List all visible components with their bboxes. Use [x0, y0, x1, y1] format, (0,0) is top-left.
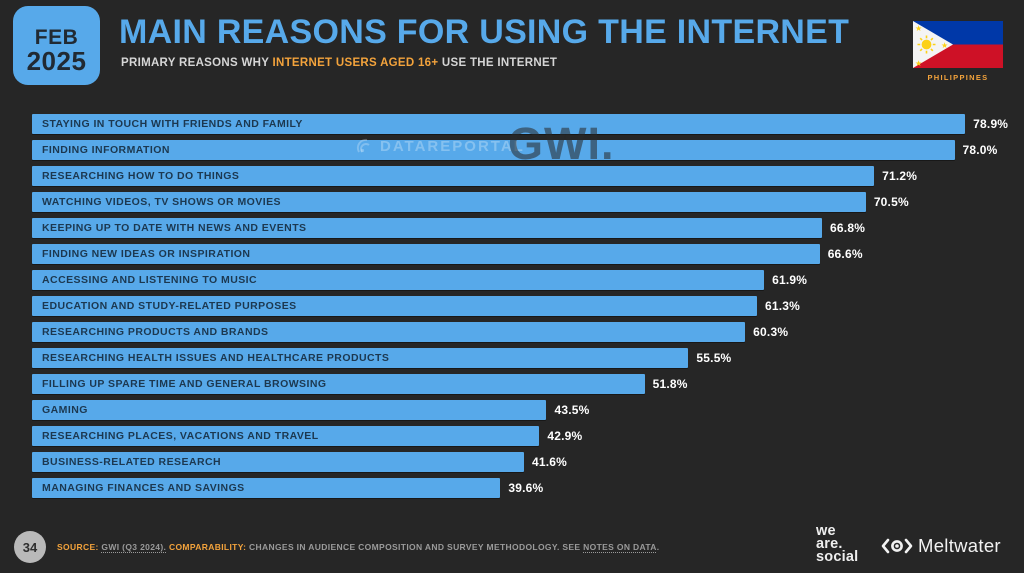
bar-row: RESEARCHING HEALTH ISSUES AND HEALTHCARE…	[32, 348, 990, 368]
page-number-badge: 34	[14, 531, 46, 563]
subtitle-post: USE THE INTERNET	[438, 57, 558, 69]
bar: FILLING UP SPARE TIME AND GENERAL BROWSI…	[32, 374, 645, 394]
bar-row: ACCESSING AND LISTENING TO MUSIC 61.9%	[32, 270, 990, 290]
bar-value-label: 39.6%	[508, 481, 544, 495]
bar-value-label: 78.0%	[962, 143, 998, 157]
bar-category-label: FILLING UP SPARE TIME AND GENERAL BROWSI…	[42, 378, 327, 390]
bar-row: EDUCATION AND STUDY-RELATED PURPOSES 61.3…	[32, 296, 990, 316]
notes-on-data-link[interactable]: NOTES ON DATA	[583, 542, 657, 552]
bar: ACCESSING AND LISTENING TO MUSIC	[32, 270, 765, 290]
country-flag-block: ★ ★ ★ PHILIPPINES	[913, 21, 1003, 82]
svg-text:★: ★	[941, 41, 948, 50]
comparability-label: COMPARABILITY:	[168, 542, 247, 552]
bar-category-label: FINDING INFORMATION	[42, 144, 170, 156]
subtitle-highlight: INTERNET USERS AGED 16+	[272, 57, 439, 69]
meltwater-logo: Meltwater	[881, 535, 1001, 557]
notes-suffix: .	[656, 542, 660, 552]
svg-text:★: ★	[915, 24, 922, 33]
bar-category-label: ACCESSING AND LISTENING TO MUSIC	[42, 274, 258, 286]
bar: RESEARCHING PLACES, VACATIONS AND TRAVEL	[32, 426, 540, 446]
bar-value-label: 60.3%	[753, 325, 789, 339]
bar-category-label: EDUCATION AND STUDY-RELATED PURPOSES	[42, 300, 297, 312]
bar-value-label: 70.5%	[873, 195, 909, 209]
bar: RESEARCHING PRODUCTS AND BRANDS	[32, 322, 746, 342]
bar-row: FINDING NEW IDEAS OR INSPIRATION 66.6%	[32, 244, 990, 264]
bar-value-label: 66.8%	[830, 221, 866, 235]
bar-row: GAMING 43.5%	[32, 400, 990, 420]
bar-category-label: RESEARCHING PRODUCTS AND BRANDS	[42, 326, 269, 338]
bar-row: KEEPING UP TO DATE WITH NEWS AND EVENTS 6…	[32, 218, 990, 238]
bar: RESEARCHING HEALTH ISSUES AND HEALTHCARE…	[32, 348, 689, 368]
bar: WATCHING VIDEOS, TV SHOWS OR MOVIES	[32, 192, 866, 212]
bar-value-label: 61.9%	[772, 273, 808, 287]
date-month: FEB	[34, 25, 79, 49]
bar-category-label: RESEARCHING PLACES, VACATIONS AND TRAVEL	[42, 430, 319, 442]
page-title: MAIN REASONS FOR USING THE INTERNET	[119, 13, 850, 51]
bar-category-label: RESEARCHING HOW TO DO THINGS	[42, 170, 240, 182]
bar: KEEPING UP TO DATE WITH NEWS AND EVENTS	[32, 218, 823, 238]
bar-value-label: 78.9%	[973, 117, 1009, 131]
source-link[interactable]: GWI (Q3 2024).	[101, 542, 167, 552]
bar: FINDING NEW IDEAS OR INSPIRATION	[32, 244, 820, 264]
source-label: SOURCE:	[57, 542, 99, 552]
bar-row: WATCHING VIDEOS, TV SHOWS OR MOVIES 70.5%	[32, 192, 990, 212]
bar-value-label: 43.5%	[554, 403, 590, 417]
source-note: SOURCE: GWI (Q3 2024). COMPARABILITY: CH…	[57, 542, 660, 552]
page-number: 34	[22, 539, 38, 555]
bar-value-label: 42.9%	[547, 429, 583, 443]
bar-value-label: 41.6%	[532, 455, 568, 469]
bar-value-label: 66.6%	[827, 247, 863, 261]
bar-row: RESEARCHING HOW TO DO THINGS 71.2%	[32, 166, 990, 186]
svg-text:★: ★	[915, 59, 922, 68]
bar-category-label: STAYING IN TOUCH WITH FRIENDS AND FAMILY	[42, 118, 303, 130]
bar-category-label: RESEARCHING HEALTH ISSUES AND HEALTHCARE…	[42, 352, 390, 364]
meltwater-logo-text: Meltwater	[918, 535, 1001, 556]
bar: MANAGING FINANCES AND SAVINGS	[32, 478, 501, 498]
bar: RESEARCHING HOW TO DO THINGS	[32, 166, 875, 186]
bar-row: FINDING INFORMATION 78.0%	[32, 140, 997, 160]
bar: STAYING IN TOUCH WITH FRIENDS AND FAMILY	[32, 114, 966, 134]
we-are-social-line: we	[816, 523, 836, 539]
country-label: PHILIPPINES	[927, 73, 989, 82]
bar: EDUCATION AND STUDY-RELATED PURPOSES	[32, 296, 757, 316]
bar-row: MANAGING FINANCES AND SAVINGS 39.6%	[32, 478, 990, 498]
bar-category-label: GAMING	[42, 404, 88, 416]
bar: GAMING	[32, 400, 547, 420]
date-badge: FEB 2025	[13, 6, 100, 85]
page-subtitle: PRIMARY REASONS WHY INTERNET USERS AGED …	[121, 57, 557, 69]
bar-chart: STAYING IN TOUCH WITH FRIENDS AND FAMILY…	[32, 114, 1008, 504]
bar-category-label: KEEPING UP TO DATE WITH NEWS AND EVENTS	[42, 222, 307, 234]
bar-value-label: 61.3%	[765, 299, 801, 313]
bar-category-label: WATCHING VIDEOS, TV SHOWS OR MOVIES	[42, 196, 281, 208]
bar-category-label: BUSINESS-RELATED RESEARCH	[42, 456, 222, 468]
bar-row: BUSINESS-RELATED RESEARCH 41.6%	[32, 452, 990, 472]
bar-row: RESEARCHING PLACES, VACATIONS AND TRAVEL…	[32, 426, 990, 446]
bar-value-label: 51.8%	[652, 377, 688, 391]
bar: FINDING INFORMATION	[32, 140, 955, 160]
bar-category-label: MANAGING FINANCES AND SAVINGS	[42, 482, 245, 494]
philippines-flag-icon: ★ ★ ★	[913, 21, 1003, 68]
bar-value-label: 71.2%	[882, 169, 918, 183]
bar: BUSINESS-RELATED RESEARCH	[32, 452, 524, 472]
we-are-social-line: are.	[816, 536, 843, 552]
bar-category-label: FINDING NEW IDEAS OR INSPIRATION	[42, 248, 251, 260]
comparability-text: CHANGES IN AUDIENCE COMPOSITION AND SURV…	[249, 542, 584, 552]
bar-row: STAYING IN TOUCH WITH FRIENDS AND FAMILY…	[32, 114, 1008, 134]
we-are-social-line: social	[816, 549, 859, 565]
we-are-social-logo: we are. social	[816, 523, 859, 565]
date-year: 2025	[26, 45, 87, 76]
meltwater-logo-icon	[881, 538, 913, 554]
bar-row: RESEARCHING PRODUCTS AND BRANDS 60.3%	[32, 322, 990, 342]
bar-row: FILLING UP SPARE TIME AND GENERAL BROWSI…	[32, 374, 990, 394]
bar-value-label: 55.5%	[696, 351, 732, 365]
subtitle-pre: PRIMARY REASONS WHY	[121, 57, 273, 69]
